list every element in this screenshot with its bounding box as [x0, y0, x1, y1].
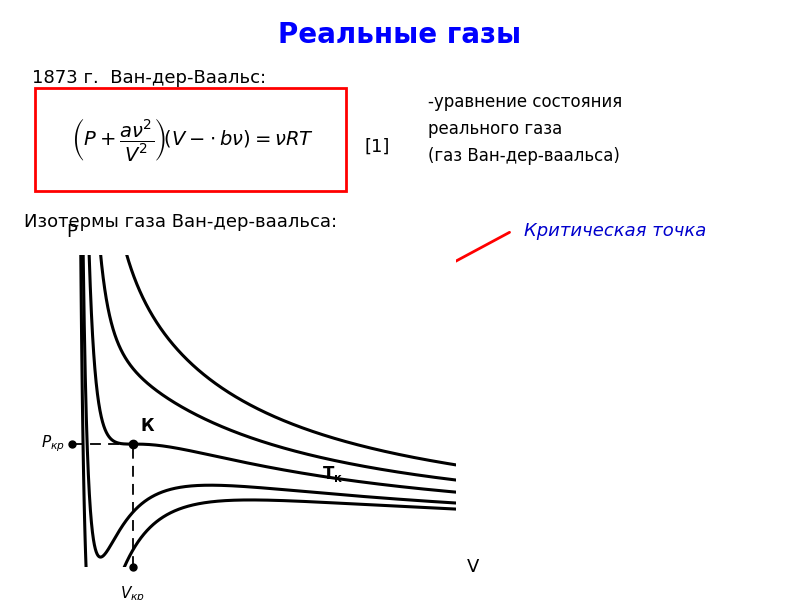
Text: реального газа: реального газа	[428, 120, 562, 138]
Text: 1873 г.  Ван-дер-Ваальс:: 1873 г. Ван-дер-Ваальс:	[32, 69, 266, 87]
Text: V: V	[467, 558, 479, 576]
Text: $V_{кр}$: $V_{кр}$	[120, 584, 146, 600]
Text: -уравнение состояния: -уравнение состояния	[428, 93, 622, 111]
Text: (газ Ван-дер-ваальса): (газ Ван-дер-ваальса)	[428, 147, 620, 165]
Text: Изотермы газа Ван-дер-ваальса:: Изотермы газа Ван-дер-ваальса:	[24, 213, 337, 231]
Text: $\left(P + \dfrac{a\nu^2}{V^2}\right)\!\left(V - \!\cdot b\nu\right) = \nu RT$: $\left(P + \dfrac{a\nu^2}{V^2}\right)\!\…	[70, 116, 314, 163]
Text: Критическая точка: Критическая точка	[524, 222, 706, 240]
Text: $\mathbf{T_к}$: $\mathbf{T_к}$	[322, 464, 343, 484]
Text: Реальные газы: Реальные газы	[278, 21, 522, 49]
Text: [1]: [1]	[364, 138, 390, 156]
Text: $P_{кр}$: $P_{кр}$	[41, 434, 65, 454]
Text: К: К	[140, 416, 154, 434]
Text: P: P	[66, 223, 78, 241]
